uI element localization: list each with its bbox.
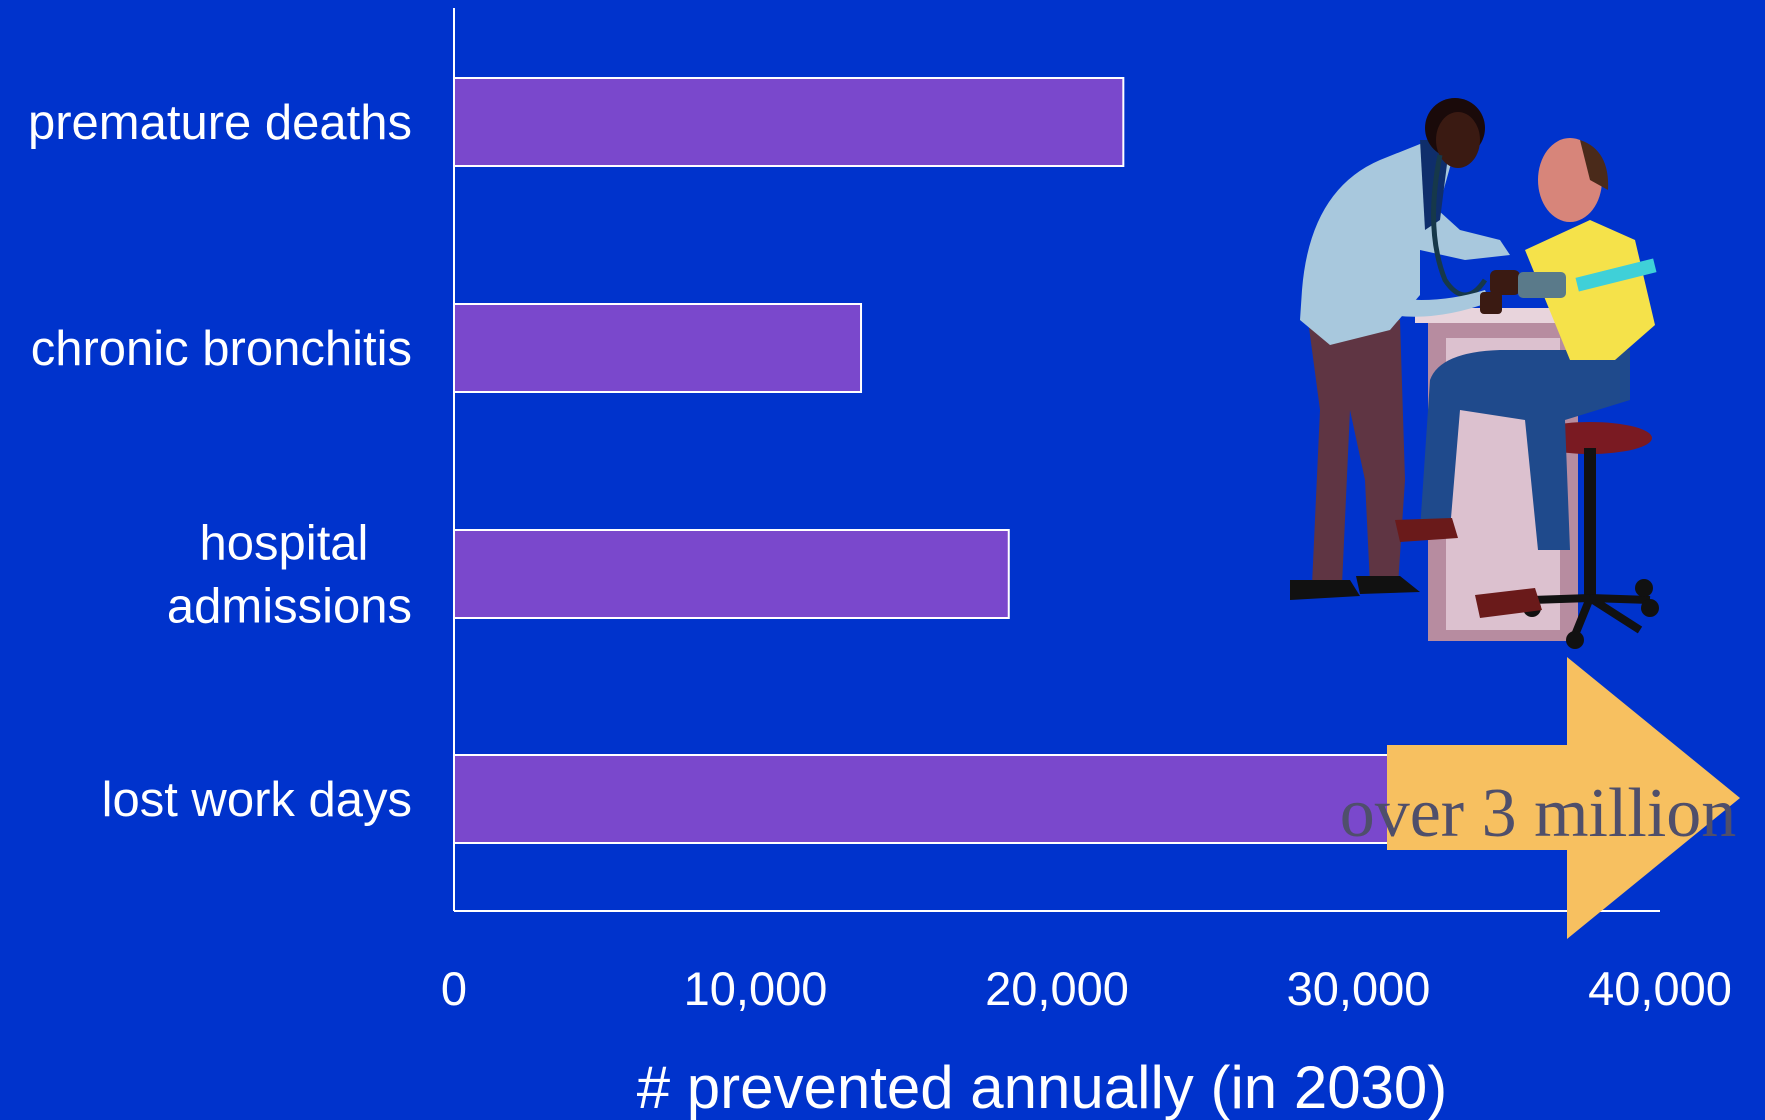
patient-hair — [1580, 140, 1609, 190]
stool-wheel — [1566, 631, 1584, 649]
doctor-coat — [1300, 140, 1510, 345]
category-label-line: admissions — [167, 580, 412, 634]
x-tick-label: 10,000 — [684, 962, 828, 1015]
patient-shoe — [1475, 588, 1542, 618]
desk-top — [1415, 308, 1590, 323]
x-axis-title: # prevented annually (in 2030) — [637, 1054, 1448, 1120]
doctor-patient-illustration — [1290, 98, 1659, 649]
arrow-label: over 3 million — [1340, 775, 1737, 852]
x-tick-label: 0 — [441, 962, 467, 1015]
patient-shirt-stripe — [1575, 258, 1657, 292]
patient-shirt — [1525, 220, 1655, 360]
x-tick-label: 20,000 — [985, 962, 1129, 1015]
doctor-arm — [1360, 290, 1490, 317]
category-label: hospital admissions — [167, 517, 412, 634]
bar — [453, 77, 1125, 167]
bar — [453, 303, 863, 393]
patient-shoe — [1395, 518, 1458, 542]
bars-group — [453, 77, 1661, 844]
stool-legs — [1531, 594, 1651, 637]
doctor-shoe — [1290, 580, 1360, 600]
x-tick-label: 40,000 — [1588, 962, 1732, 1015]
bp-cuff — [1518, 272, 1566, 298]
category-label: premature deaths — [28, 96, 412, 150]
patient-trousers — [1420, 350, 1630, 550]
category-labels: premature deaths chronic bronchitis hospit… — [28, 96, 412, 827]
bar — [453, 529, 1010, 619]
doctor-trousers — [1308, 320, 1405, 585]
doctor-hand — [1490, 270, 1520, 295]
doctor-shoe — [1356, 576, 1420, 594]
category-label: lost work days — [102, 773, 412, 827]
stool-wheel — [1641, 599, 1659, 617]
arrow-shape — [1387, 657, 1740, 939]
stool-post — [1584, 448, 1596, 598]
category-label-line: hospital — [200, 517, 369, 571]
category-label: chronic bronchitis — [31, 322, 412, 376]
doctor-face — [1436, 112, 1480, 168]
x-tick-label: 30,000 — [1287, 962, 1431, 1015]
bp-bulb — [1480, 292, 1502, 314]
stool-wheel — [1635, 579, 1653, 597]
x-tick-labels: 0 10,000 20,000 30,000 40,000 — [441, 962, 1732, 1015]
stethoscope — [1431, 154, 1488, 298]
over-3-million-arrow: over 3 million — [1340, 657, 1740, 939]
